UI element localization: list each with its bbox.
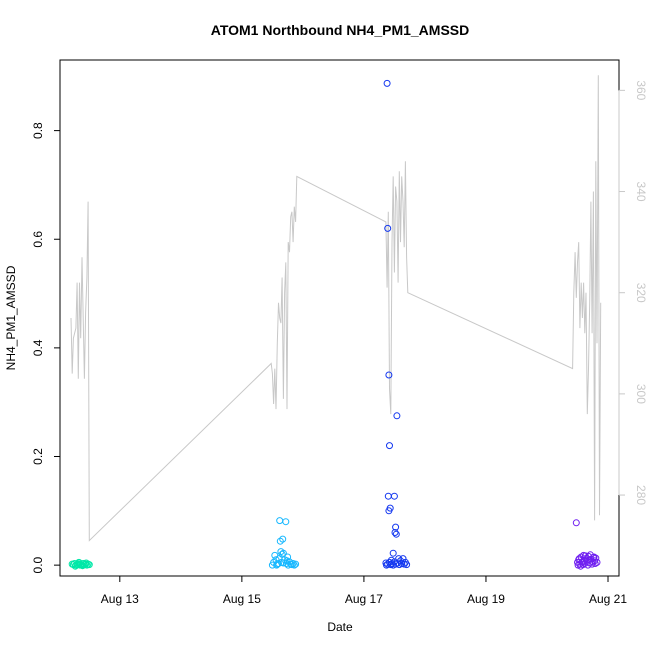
data-point <box>384 224 392 232</box>
data-point <box>292 560 300 568</box>
data-point <box>383 79 391 87</box>
y2-tick-label: 340 <box>634 182 648 202</box>
y-tick-label: 0.2 <box>31 448 45 465</box>
y-tick-label: 0.6 <box>31 231 45 248</box>
data-point <box>395 555 403 563</box>
y-axis-label: NH4_PM1_AMSSD <box>4 265 18 370</box>
data-point <box>279 535 287 543</box>
x-tick-label: Aug 21 <box>589 592 627 606</box>
data-point <box>575 555 583 563</box>
data-point <box>384 492 392 500</box>
left-y-axis: 0.0 0.2 0.4 0.6 0.8 <box>31 122 60 573</box>
data-point <box>390 492 398 500</box>
data-point <box>593 558 601 566</box>
y-tick-label: 0.8 <box>31 122 45 139</box>
y-tick-label: 0.4 <box>31 339 45 356</box>
data-point <box>275 555 283 563</box>
x-tick-label: Aug 13 <box>101 592 139 606</box>
data-point <box>71 562 79 570</box>
data-point <box>579 561 587 569</box>
y2-tick-label: 300 <box>634 384 648 404</box>
y2-tick-label: 320 <box>634 283 648 303</box>
gray-line-series <box>70 75 602 542</box>
x-axis: Aug 13 Aug 15 Aug 17 Aug 19 Aug 21 <box>101 576 627 606</box>
data-point <box>391 529 399 536</box>
data-point <box>590 553 598 561</box>
data-point <box>572 519 580 527</box>
y2-tick-label: 280 <box>634 485 648 505</box>
data-point <box>284 553 292 561</box>
data-point <box>290 561 298 569</box>
data-point <box>389 549 397 557</box>
x-axis-label: Date <box>327 620 353 634</box>
y2-tick-label: 360 <box>634 80 648 100</box>
data-point <box>393 412 401 420</box>
data-point <box>279 559 287 567</box>
data-point <box>386 442 393 450</box>
data-point <box>386 504 394 512</box>
data-point <box>76 561 84 569</box>
data-point <box>580 556 588 564</box>
x-tick-label: Aug 15 <box>223 592 261 606</box>
data-point <box>279 549 287 557</box>
data-point <box>275 560 282 567</box>
data-point <box>276 517 284 525</box>
data-point <box>385 371 393 379</box>
data-point <box>273 561 281 569</box>
data-point <box>581 552 589 560</box>
data-point <box>403 561 411 569</box>
x-tick-label: Aug 19 <box>467 592 505 606</box>
data-point <box>392 530 400 538</box>
y-tick-label: 0.0 <box>31 556 45 573</box>
chart-title: ATOM1 Northbound NH4_PM1_AMSSD <box>211 22 470 38</box>
scatter-points <box>68 79 601 570</box>
data-point <box>387 556 395 564</box>
data-point <box>591 560 599 567</box>
data-point <box>282 518 290 526</box>
plot-frame <box>59 59 620 577</box>
data-point <box>586 551 594 559</box>
right-y-axis: 280 300 320 340 360 <box>618 80 648 505</box>
data-point <box>392 523 400 531</box>
x-tick-label: Aug 17 <box>345 592 383 606</box>
data-point <box>82 559 90 567</box>
